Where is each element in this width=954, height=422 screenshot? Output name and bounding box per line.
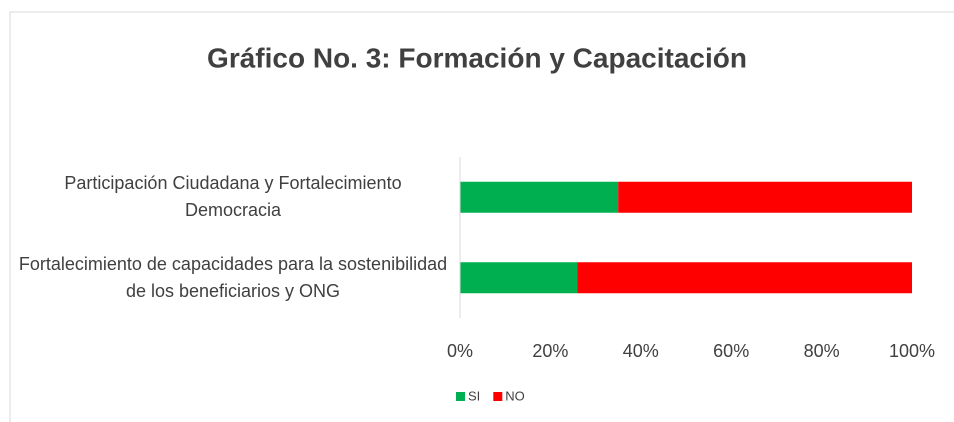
legend-swatch xyxy=(493,392,503,401)
legend-swatch xyxy=(456,392,465,401)
bar-segment xyxy=(460,262,578,294)
x-tick-label: 40% xyxy=(623,341,659,361)
chart-frame xyxy=(9,11,954,422)
legend-label: NO xyxy=(505,388,525,403)
y-tick-label: Participación Ciudadana y Fortalecimient… xyxy=(64,173,402,221)
x-tick-label: 80% xyxy=(804,341,840,361)
bar-segment xyxy=(460,181,619,213)
bar-segment xyxy=(577,262,912,294)
bar-segment xyxy=(618,181,912,213)
x-tick-label: 20% xyxy=(532,341,568,361)
x-tick-label: 0% xyxy=(447,341,473,361)
legend-label: SI xyxy=(468,388,480,403)
y-tick-label: Fortalecimiento de capacidades para la s… xyxy=(18,253,448,301)
x-tick-label: 60% xyxy=(713,341,749,361)
chart-title: Gráfico No. 3: Formación y Capacitación xyxy=(207,42,747,73)
x-tick-label: 100% xyxy=(889,341,935,361)
